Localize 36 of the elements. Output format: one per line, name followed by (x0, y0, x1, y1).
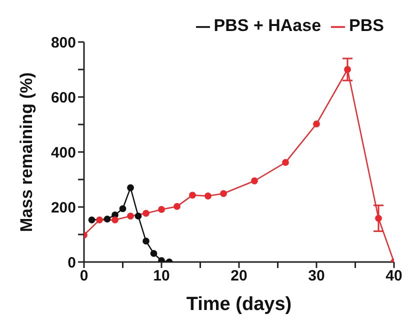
x-axis-title: Time (days) (186, 294, 292, 315)
point (251, 177, 258, 184)
point (150, 250, 158, 257)
point (96, 216, 103, 224)
point (313, 120, 320, 128)
point (127, 184, 134, 192)
point (282, 159, 289, 166)
point (158, 206, 165, 213)
x-tick-label: 30 (308, 268, 325, 285)
legend-label: PBS + HAase (214, 16, 322, 35)
point (112, 216, 118, 224)
point (142, 238, 150, 245)
x-tick-label: 10 (153, 268, 170, 285)
x-tick-label: 0 (80, 268, 88, 285)
y-tick-label: 400 (50, 144, 76, 162)
point (344, 66, 351, 73)
y-tick-label: 200 (50, 199, 76, 216)
point (204, 192, 212, 200)
point (142, 210, 150, 217)
legend-label: PBS (349, 16, 384, 35)
point (375, 214, 382, 222)
point (174, 203, 180, 210)
x-tick-label: 40 (386, 268, 402, 285)
y-axis-title: Mass remaining (%) (17, 72, 36, 232)
point (134, 212, 142, 220)
point (220, 190, 227, 197)
x-tick-label: 20 (230, 268, 248, 285)
point (158, 257, 165, 262)
y-tick-label: 800 (50, 34, 76, 52)
point (119, 205, 126, 212)
point (88, 216, 96, 224)
point (104, 216, 111, 223)
y-tick-label: 600 (50, 89, 76, 106)
point (189, 192, 196, 199)
point (127, 212, 134, 220)
y-tick-label: 0 (68, 254, 76, 272)
